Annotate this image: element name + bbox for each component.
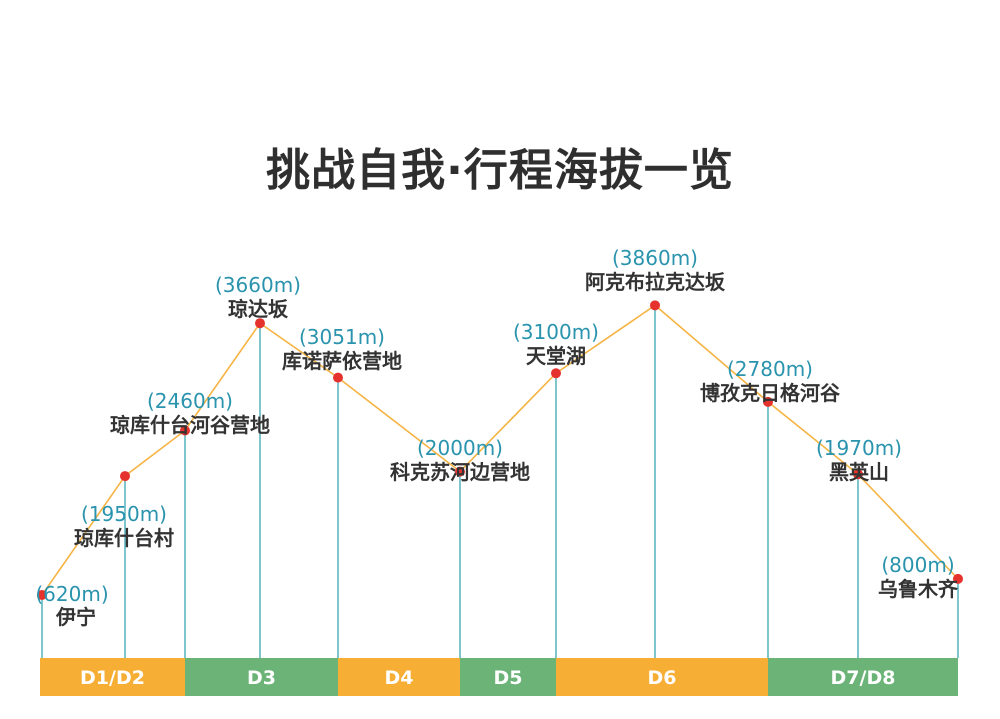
altitude-label-4: (3051m) [299,325,385,349]
day-label-2: D4 [385,667,414,689]
day-label-4: D6 [648,667,677,689]
location-label-7: 阿克布拉克达坂 [585,270,726,294]
day-label-5: D7/D8 [831,667,896,689]
location-label-0: 伊宁 [55,605,96,629]
altitude-label-0: (620m) [35,582,108,606]
waypoint-dot-2 [180,425,190,436]
altitude-label-9: (1970m) [816,436,902,460]
day-label-1: D3 [247,667,276,689]
waypoint-dot-3 [255,318,265,329]
day-band-4 [556,658,768,696]
location-label-2: 琼库什台河谷营地 [110,413,270,437]
day-band-3 [460,658,556,696]
day-band-1 [185,658,338,696]
waypoint-dot-7 [650,300,660,311]
location-label-6: 天堂湖 [526,344,586,368]
altitude-label-5: (2000m) [417,436,503,460]
day-band-5 [768,658,958,696]
location-label-3: 琼达坂 [228,297,289,321]
altitude-label-1: (1950m) [81,502,167,526]
day-band-2 [338,658,460,696]
location-label-8: 博孜克日格河谷 [700,381,841,405]
location-label-1: 琼库什台村 [74,526,174,550]
altitude-label-10: (800m) [881,553,954,577]
day-label-0: D1/D2 [80,667,145,689]
altitude-label-8: (2780m) [727,357,813,381]
location-label-4: 库诺萨依营地 [282,349,402,373]
location-label-5: 科克苏河边营地 [390,460,530,484]
location-label-9: 黑英山 [829,460,889,484]
waypoint-dot-10 [953,573,963,584]
altitude-label-3: (3660m) [215,273,301,297]
waypoint-dot-9 [853,469,863,480]
day-band-0 [40,658,185,696]
waypoint-dot-6 [551,368,561,379]
day-label-3: D5 [494,667,523,689]
waypoint-dot-8 [763,396,773,407]
altitude-label-6: (3100m) [513,320,599,344]
waypoint-dot-0 [37,589,47,600]
location-label-10: 乌鲁木齐 [878,577,959,601]
waypoint-dot-1 [120,471,130,482]
page-title: 挑战自我·行程海拔一览 [266,145,734,196]
altitude-label-7: (3860m) [612,246,698,270]
altitude-label-2: (2460m) [147,389,233,413]
waypoint-dot-5 [455,466,465,477]
waypoint-dot-4 [333,372,343,383]
